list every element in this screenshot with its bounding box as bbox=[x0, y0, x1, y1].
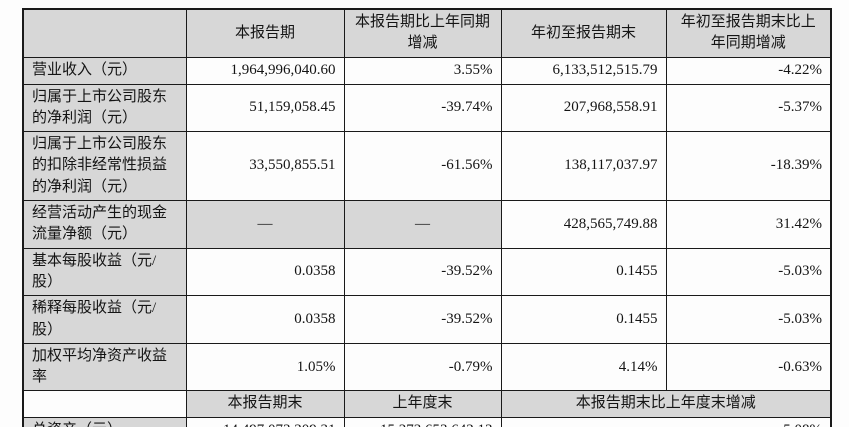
row-label: 基本每股收益（元/股） bbox=[22, 247, 187, 297]
cell-current: 51,159,058.45 bbox=[185, 83, 345, 133]
table-row-total-assets: 总资产（元） 14,497,073,209.31 15,273,653,642.… bbox=[22, 416, 832, 427]
cell-yoy: -61.56% bbox=[343, 131, 502, 202]
cell-ytd-yoy: -18.39% bbox=[665, 131, 832, 202]
table-row-net-profit: 归属于上市公司股东的净利润（元） 51,159,058.45 -39.74% 2… bbox=[22, 83, 832, 133]
cell-yoy: 3.55% bbox=[343, 56, 502, 85]
col-header-ytd-yoy: 年初至报告期末比上年同期增减 bbox=[665, 8, 832, 58]
table-row-weighted-avg-roe: 加权平均净资产收益率 1.05% -0.79% 4.14% -0.63% bbox=[22, 342, 832, 392]
table-row-basic-eps: 基本每股收益（元/股） 0.0358 -39.52% 0.1455 -5.03% bbox=[22, 247, 832, 297]
cell-yoy: -39.74% bbox=[343, 83, 502, 133]
col-header-current-period: 本报告期 bbox=[185, 8, 345, 58]
col-header-period-end-change: 本报告期末比上年度末增减 bbox=[500, 390, 832, 418]
row-label: 营业收入（元） bbox=[22, 56, 187, 85]
cell-ytd: 0.1455 bbox=[500, 247, 667, 297]
cell-ytd: 428,565,749.88 bbox=[500, 200, 667, 249]
cell-current: 0.0358 bbox=[185, 295, 345, 344]
cell-ytd-yoy: -4.22% bbox=[665, 56, 832, 85]
table-header-row-period: 本报告期 本报告期比上年同期增减 年初至报告期末 年初至报告期末比上年同期增减 bbox=[22, 8, 832, 58]
cell-yoy: -39.52% bbox=[343, 295, 502, 344]
col-header-prev-year-end: 上年度末 bbox=[343, 390, 502, 418]
cell-period-end: 14,497,073,209.31 bbox=[185, 416, 345, 427]
row-label: 加权平均净资产收益率 bbox=[22, 342, 187, 392]
table-row-net-profit-excl-nonrecurring: 归属于上市公司股东的扣除非经常性损益的净利润（元） 33,550,855.51 … bbox=[22, 131, 832, 202]
cell-ytd: 207,968,558.91 bbox=[500, 83, 667, 133]
row-label: 归属于上市公司股东的净利润（元） bbox=[22, 83, 187, 133]
row-label: 总资产（元） bbox=[22, 416, 187, 427]
corner-cell bbox=[22, 8, 187, 58]
table-header-row-period-end: 本报告期末 上年度末 本报告期末比上年度末增减 bbox=[22, 390, 832, 418]
cell-current-dash: — bbox=[185, 200, 345, 249]
cell-ytd: 6,133,512,515.79 bbox=[500, 56, 667, 85]
col-header-period-end: 本报告期末 bbox=[185, 390, 345, 418]
cell-yoy: -0.79% bbox=[343, 342, 502, 392]
row-label: 归属于上市公司股东的扣除非经常性损益的净利润（元） bbox=[22, 131, 187, 202]
cell-ytd-yoy: -5.37% bbox=[665, 83, 832, 133]
row-label: 经营活动产生的现金流量净额（元） bbox=[22, 200, 187, 249]
table-row-diluted-eps: 稀释每股收益（元/股） 0.0358 -39.52% 0.1455 -5.03% bbox=[22, 295, 832, 344]
cell-change: -5.08% bbox=[500, 416, 832, 427]
cell-ytd-yoy: -0.63% bbox=[665, 342, 832, 392]
table-row-operating-revenue: 营业收入（元） 1,964,996,040.60 3.55% 6,133,512… bbox=[22, 56, 832, 85]
cell-yoy: -39.52% bbox=[343, 247, 502, 297]
cell-yoy-dash: — bbox=[343, 200, 502, 249]
col-header-ytd: 年初至报告期末 bbox=[500, 8, 667, 58]
cell-current: 33,550,855.51 bbox=[185, 131, 345, 202]
financial-summary-table: 本报告期 本报告期比上年同期增减 年初至报告期末 年初至报告期末比上年同期增减 … bbox=[22, 8, 832, 427]
cell-ytd: 4.14% bbox=[500, 342, 667, 392]
corner-cell-2 bbox=[22, 390, 187, 418]
col-header-current-period-yoy: 本报告期比上年同期增减 bbox=[343, 8, 502, 58]
cell-current: 0.0358 bbox=[185, 247, 345, 297]
cell-current: 1.05% bbox=[185, 342, 345, 392]
cell-ytd-yoy: -5.03% bbox=[665, 247, 832, 297]
cell-prev-year-end: 15,273,653,642.13 bbox=[343, 416, 502, 427]
table-row-operating-cash-flow: 经营活动产生的现金流量净额（元） — — 428,565,749.88 31.4… bbox=[22, 200, 832, 249]
row-label: 稀释每股收益（元/股） bbox=[22, 295, 187, 344]
cell-ytd: 138,117,037.97 bbox=[500, 131, 667, 202]
cell-ytd: 0.1455 bbox=[500, 295, 667, 344]
cell-current: 1,964,996,040.60 bbox=[185, 56, 345, 85]
cell-ytd-yoy: -5.03% bbox=[665, 295, 832, 344]
cell-ytd-yoy: 31.42% bbox=[665, 200, 832, 249]
